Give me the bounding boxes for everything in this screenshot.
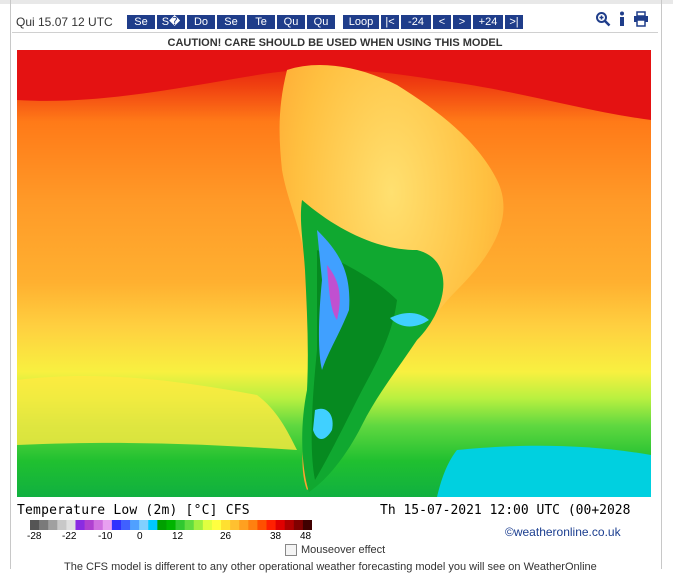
- scale-swatch: [302, 520, 312, 530]
- scale-swatch: [66, 520, 76, 530]
- scale-swatch: [257, 520, 268, 530]
- scale-swatch: [166, 520, 177, 530]
- mouseover-toggle[interactable]: Mouseover effect: [285, 544, 385, 556]
- day-button-1[interactable]: Se: [127, 15, 155, 29]
- scale-swatch: [184, 520, 195, 530]
- scale-swatch: [248, 520, 258, 530]
- day-button-2[interactable]: S�: [157, 15, 185, 29]
- scale-swatch: [111, 520, 122, 530]
- date-label: Qui 15.07 12 UTC: [16, 15, 113, 29]
- run-label: Th 15-07-2021 12:00 UTC (00+2028: [380, 503, 631, 518]
- prev-button[interactable]: <: [433, 15, 451, 29]
- first-button[interactable]: |<: [381, 15, 399, 29]
- scale-swatch: [157, 520, 167, 530]
- footer-note: The CFS model is different to any other …: [64, 561, 597, 573]
- scale-swatch: [93, 520, 104, 530]
- last-button[interactable]: >|: [505, 15, 523, 29]
- time-nav: Loop |< -24 < > +24 >|: [343, 15, 523, 29]
- tick-label: 12: [172, 531, 184, 542]
- scale-swatch: [84, 520, 95, 530]
- scale-swatch: [139, 520, 149, 530]
- scale-swatch: [148, 520, 158, 530]
- loop-button[interactable]: Loop: [343, 15, 379, 29]
- tick-label: 48: [300, 531, 312, 542]
- scale-swatch: [175, 520, 186, 530]
- day-buttons: Se S� Do Se Te Qu Qu: [127, 15, 335, 29]
- color-scale: [30, 520, 312, 530]
- scale-swatch: [221, 520, 231, 530]
- zoom-icon[interactable]: [595, 11, 611, 27]
- day-button-3[interactable]: Do: [187, 15, 215, 29]
- mouseover-label: Mouseover effect: [301, 544, 386, 556]
- map-title: Temperature Low (2m) [°C] CFS: [17, 503, 250, 518]
- scale-ticks: -28 -22 -10 0 12 26 38 48: [27, 531, 320, 543]
- scale-swatch: [193, 520, 204, 530]
- scale-swatch: [30, 520, 40, 530]
- day-button-7[interactable]: Qu: [307, 15, 335, 29]
- divider: [12, 32, 658, 33]
- scale-swatch: [57, 520, 67, 530]
- scale-swatch: [102, 520, 113, 530]
- info-icon[interactable]: [617, 11, 627, 27]
- scale-swatch: [239, 520, 249, 530]
- credit-link[interactable]: ©weatheronline.co.uk: [505, 525, 621, 539]
- scale-swatch: [211, 520, 222, 530]
- scale-swatch: [202, 520, 213, 530]
- tick-label: -22: [62, 531, 77, 542]
- tool-icons: [595, 11, 649, 27]
- plus24-button[interactable]: +24: [473, 15, 503, 29]
- day-button-6[interactable]: Qu: [277, 15, 305, 29]
- day-button-5[interactable]: Te: [247, 15, 275, 29]
- scale-swatch: [284, 520, 295, 530]
- scale-swatch: [275, 520, 286, 530]
- scale-swatch: [39, 520, 49, 530]
- next-button[interactable]: >: [453, 15, 471, 29]
- scale-swatch: [266, 520, 277, 530]
- mouseover-checkbox[interactable]: [285, 544, 297, 556]
- scale-swatch: [120, 520, 131, 530]
- tick-label: 0: [137, 531, 143, 542]
- top-strip: [0, 0, 673, 4]
- content-frame: [10, 0, 662, 569]
- temperature-map[interactable]: [17, 50, 651, 497]
- print-icon[interactable]: [633, 11, 649, 27]
- tick-label: 26: [220, 531, 232, 542]
- scale-swatch: [230, 520, 240, 530]
- scale-swatch: [293, 520, 304, 530]
- scale-swatch: [130, 520, 140, 530]
- tick-label: -28: [27, 531, 42, 542]
- tick-label: -10: [98, 531, 113, 542]
- scale-swatch: [48, 520, 58, 530]
- day-button-4[interactable]: Se: [217, 15, 245, 29]
- minus24-button[interactable]: -24: [401, 15, 431, 29]
- tick-label: 38: [270, 531, 282, 542]
- scale-swatch: [75, 520, 86, 530]
- caution-text: CAUTION! CARE SHOULD BE USED WHEN USING …: [167, 37, 503, 49]
